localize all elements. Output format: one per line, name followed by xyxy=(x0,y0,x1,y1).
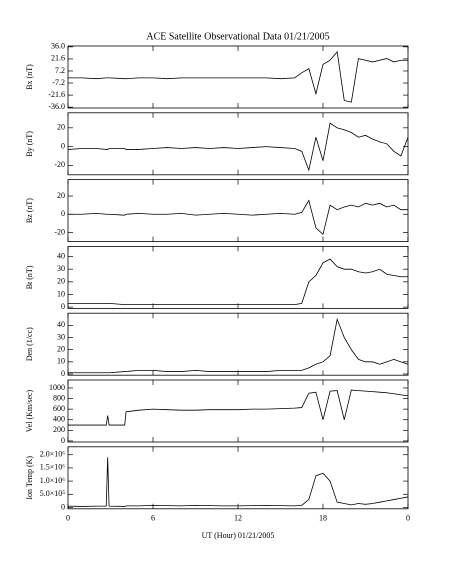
y-tick-label: -7.2 xyxy=(52,78,65,87)
y-tick-label: 0 xyxy=(61,209,65,218)
chart-title: ACE Satellite Observational Data 01/21/2… xyxy=(146,31,329,42)
data-line xyxy=(68,317,409,374)
y-tick-label: -20 xyxy=(54,227,65,236)
y-tick-label: 20 xyxy=(57,123,65,132)
y-tick-label: 800 xyxy=(53,393,65,402)
y-tick-label: 7.2 xyxy=(55,66,65,75)
y-tick-label: 0 xyxy=(61,369,65,378)
data-line xyxy=(68,199,408,236)
y-tick-label: 30 xyxy=(57,332,65,341)
y-tick-label: -36.0 xyxy=(48,102,65,111)
y-tick-label: 20 xyxy=(57,344,65,353)
y-tick-label: 40 xyxy=(57,251,65,260)
y-axis-label: Vel (Km/sec) xyxy=(25,389,34,432)
x-tick-label: 12 xyxy=(234,514,242,523)
y-tick-label: 0 xyxy=(61,302,65,311)
y-tick-label: -20 xyxy=(54,160,65,169)
data-line xyxy=(68,258,408,305)
y-tick-label: 36.0 xyxy=(51,42,65,51)
x-axis-label: UT (Hour) 01/21/2005 xyxy=(202,531,275,540)
y-tick-label: 400 xyxy=(53,415,65,424)
x-tick-label: 6 xyxy=(151,514,155,523)
y-tick-label: -21.6 xyxy=(48,90,65,99)
x-tick-label: 0 xyxy=(66,514,70,523)
data-line xyxy=(68,389,409,426)
y-tick-label: 0 xyxy=(61,141,65,150)
y-axis-label: By (nT) xyxy=(25,131,34,157)
y-tick-label: 1.0×10⁶ xyxy=(40,476,66,485)
y-tick-label: 1000 xyxy=(49,383,65,392)
y-tick-label: 2.0×10⁶ xyxy=(40,450,66,459)
y-tick-label: 40 xyxy=(57,320,65,329)
y-axis-label: Bz (nT) xyxy=(25,198,34,223)
y-tick-label: 200 xyxy=(53,425,65,434)
y-axis-label: Bt (nT) xyxy=(25,265,34,289)
x-tick-label: 18 xyxy=(319,514,327,523)
y-tick-label: 0 xyxy=(61,502,65,511)
y-tick-label: 10 xyxy=(57,357,65,366)
y-tick-label: 10 xyxy=(57,289,65,298)
y-axis-label: Ion Temp (K) xyxy=(25,456,34,500)
y-tick-label: 5.0×10⁵ xyxy=(40,489,66,498)
y-axis-label: Bx (nT) xyxy=(25,64,34,90)
data-line xyxy=(67,457,409,507)
data-line xyxy=(68,50,408,103)
y-tick-label: 0 xyxy=(61,436,65,445)
y-tick-label: 600 xyxy=(53,404,65,413)
y-tick-label: 20 xyxy=(57,191,65,200)
x-tick-label: 0 xyxy=(406,514,410,523)
y-tick-label: 20 xyxy=(57,277,65,286)
y-axis-label: Den (1/cc) xyxy=(25,327,34,361)
y-tick-label: 21.6 xyxy=(51,54,65,63)
y-tick-label: 30 xyxy=(57,264,65,273)
data-line xyxy=(67,122,409,172)
y-tick-label: 1.5×10⁶ xyxy=(40,463,66,472)
